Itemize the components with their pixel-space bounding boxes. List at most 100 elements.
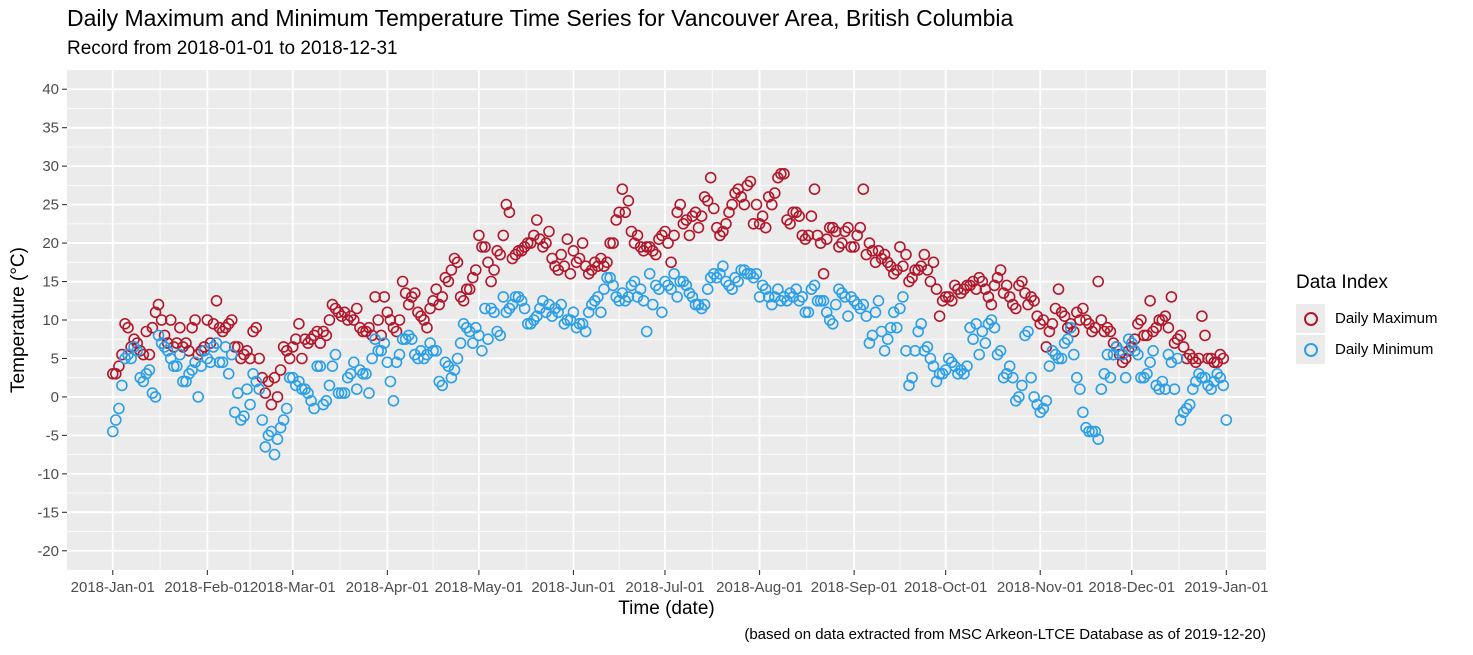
data-point	[1177, 341, 1190, 353]
data-point	[1031, 310, 1043, 323]
data-point	[222, 367, 235, 380]
data-point	[473, 229, 485, 242]
data-point	[314, 337, 327, 349]
data-point	[424, 337, 436, 349]
data-point	[1016, 275, 1028, 288]
data-point	[201, 314, 214, 326]
data-point	[293, 375, 305, 388]
data-point	[350, 302, 363, 315]
data-point	[622, 291, 635, 303]
data-point	[1159, 383, 1172, 396]
data-point	[595, 306, 607, 319]
data-point	[991, 271, 1004, 284]
data-point	[665, 256, 677, 269]
legend-marker-daily-maximum	[1304, 312, 1318, 326]
data-point	[579, 325, 592, 338]
data-point	[817, 294, 830, 307]
data-point	[808, 183, 821, 195]
data-point	[1141, 329, 1153, 342]
data-point	[903, 379, 915, 392]
y-axis-title: Temperature (°C)	[8, 247, 29, 393]
data-point	[1183, 398, 1196, 411]
data-point	[558, 260, 571, 273]
data-point	[265, 398, 278, 411]
data-point	[927, 256, 940, 269]
data-point	[735, 191, 748, 203]
data-point	[451, 352, 464, 365]
data-point	[759, 221, 772, 234]
data-point	[418, 314, 430, 326]
data-point	[878, 248, 891, 261]
data-point	[479, 241, 491, 253]
data-point	[329, 348, 342, 361]
data-point	[1119, 371, 1132, 384]
data-point	[811, 294, 824, 307]
data-point	[738, 198, 751, 211]
data-point	[375, 329, 388, 342]
data-point	[244, 352, 256, 365]
data-point	[921, 264, 934, 276]
data-point	[530, 214, 543, 226]
data-point	[143, 364, 156, 376]
data-point	[854, 221, 867, 234]
data-point	[430, 283, 443, 296]
data-point	[930, 283, 943, 296]
data-point	[930, 375, 943, 388]
y-tick-label: 30	[42, 158, 59, 175]
data-point	[887, 306, 900, 319]
data-point	[268, 371, 281, 384]
data-point	[576, 317, 589, 330]
data-point	[186, 321, 198, 334]
data-point	[1171, 352, 1184, 365]
data-point	[442, 275, 455, 288]
data-point	[271, 391, 284, 403]
data-point	[1159, 310, 1172, 323]
data-point	[720, 218, 732, 230]
data-point	[683, 229, 696, 242]
data-point	[537, 294, 549, 307]
data-point	[915, 317, 928, 330]
data-point	[238, 410, 250, 423]
data-point	[241, 344, 253, 357]
y-tick-label: -15	[37, 504, 59, 521]
data-point	[280, 344, 293, 357]
data-point	[399, 287, 412, 299]
data-point	[369, 291, 381, 303]
data-point	[707, 202, 720, 215]
data-point	[567, 306, 580, 319]
data-point	[500, 198, 513, 211]
data-point	[762, 191, 775, 203]
data-point	[649, 248, 662, 261]
data-point	[1126, 337, 1138, 349]
data-point	[933, 310, 946, 323]
x-tick-label: 2019-Jan-01	[1184, 579, 1268, 596]
legend-title: Data Index	[1296, 272, 1388, 293]
data-point	[1174, 329, 1187, 342]
data-point	[485, 275, 497, 288]
data-point	[753, 218, 766, 230]
chart-title: Daily Maximum and Minimum Temperature Ti…	[67, 5, 1014, 31]
data-point	[601, 271, 613, 284]
data-point	[1077, 406, 1089, 419]
data-point	[1068, 348, 1080, 361]
y-tick-label: 10	[42, 312, 59, 329]
data-point	[445, 264, 458, 276]
data-point	[576, 237, 589, 249]
data-point	[692, 221, 705, 234]
data-point	[1077, 302, 1089, 315]
data-point	[1187, 383, 1199, 396]
data-point	[107, 367, 119, 380]
legend-item-daily-maximum: Daily Maximum	[1296, 303, 1438, 334]
legend-label-daily-maximum: Daily Maximum	[1335, 310, 1438, 327]
y-tick-label: 5	[51, 350, 59, 367]
data-point	[149, 306, 162, 319]
data-point	[897, 291, 909, 303]
data-point	[726, 283, 738, 296]
data-point	[988, 321, 1001, 334]
data-point	[1168, 383, 1181, 396]
data-point	[561, 233, 574, 245]
data-point	[1095, 314, 1108, 326]
data-point	[894, 241, 906, 253]
data-point	[552, 306, 565, 319]
data-point	[381, 306, 394, 319]
